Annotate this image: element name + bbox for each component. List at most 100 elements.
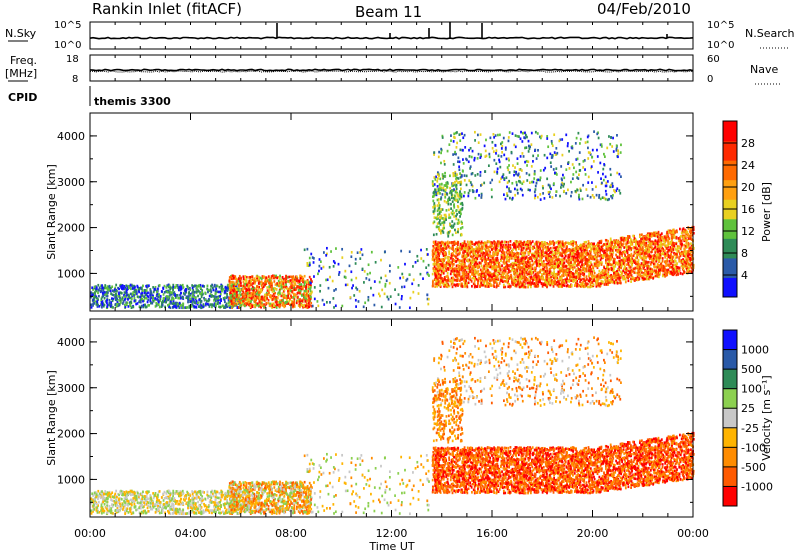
power-cell [194, 297, 197, 301]
power-cell [570, 283, 573, 287]
power-cell [250, 279, 253, 283]
power-cell [434, 243, 437, 246]
power-cell [495, 242, 498, 246]
power-cell [667, 253, 670, 257]
power-cell [388, 281, 391, 285]
power-cell [605, 268, 608, 272]
power-cell [168, 284, 171, 288]
power-cell [667, 270, 670, 274]
power-cell [604, 278, 607, 282]
power-cell [303, 283, 306, 287]
power-cell [573, 266, 576, 269]
power-cell [470, 280, 473, 283]
power-cell [589, 261, 592, 264]
power-cell [416, 254, 419, 258]
power-cell [503, 241, 506, 244]
power-cell [556, 276, 559, 280]
power-cell [614, 261, 617, 264]
power-cell [507, 248, 509, 252]
power-cell [632, 254, 635, 257]
power-cell [264, 280, 267, 284]
power-cell [225, 288, 227, 292]
power-cell [643, 239, 646, 242]
power-cell [234, 286, 237, 290]
power-cell [204, 303, 207, 307]
power-cell [595, 285, 598, 288]
power-cell [249, 304, 252, 307]
power-cell [521, 262, 524, 265]
power-cell [188, 304, 191, 308]
power-cell [442, 266, 445, 269]
power-cell [235, 295, 238, 298]
power-cell [205, 302, 207, 306]
power-cell [260, 288, 263, 292]
power-cell [449, 266, 452, 270]
power-cell [367, 263, 370, 267]
power-cell [179, 295, 182, 298]
power-cell [528, 243, 531, 247]
power-cell [282, 282, 285, 285]
power-cell [130, 287, 132, 291]
power-cell [498, 249, 501, 253]
power-cell [596, 254, 599, 258]
power-cell [633, 250, 636, 254]
power-cell [189, 288, 192, 291]
power-cell [671, 265, 673, 269]
power-cell [163, 296, 165, 300]
power-cell [584, 258, 587, 262]
power-cell [581, 271, 584, 275]
power-cell [592, 266, 595, 270]
power-cell [90, 306, 93, 309]
power-cell [523, 273, 526, 277]
power-cell [204, 298, 207, 301]
power-cell [260, 295, 263, 299]
power-cell [98, 286, 101, 290]
power-cell [178, 306, 181, 310]
power-cell [90, 295, 92, 299]
power-cell [417, 284, 420, 287]
power-cell [609, 249, 612, 252]
power-cell [172, 297, 174, 300]
power-cell [123, 298, 126, 302]
power-cell [481, 259, 484, 262]
power-cell [684, 238, 687, 242]
power-cell [655, 253, 658, 257]
power-cell [442, 278, 445, 281]
power-cell [473, 267, 476, 271]
power-cell [527, 272, 530, 276]
power-cell [241, 288, 244, 291]
power-cell [267, 301, 270, 305]
power-cell [624, 254, 627, 257]
power-cell [311, 304, 314, 308]
power-cell [645, 252, 648, 255]
power-cell [548, 270, 551, 274]
power-cell [308, 275, 311, 279]
power-cell [364, 301, 367, 305]
power-cell [149, 288, 152, 291]
power-cell [206, 302, 209, 306]
power-cell [548, 248, 551, 251]
power-cell [657, 247, 660, 250]
power-cell [180, 304, 182, 307]
power-cell [157, 295, 160, 299]
power-cell [458, 268, 461, 272]
power-cell [678, 260, 681, 263]
power-cell [248, 291, 251, 295]
power-cell [203, 296, 205, 300]
power-cell [240, 303, 243, 307]
power-cell [129, 283, 132, 287]
station-title: Rankin Inlet (fitACF) [92, 0, 242, 18]
power-cell [145, 297, 148, 300]
power-cell [435, 243, 438, 246]
power-cell [468, 253, 471, 256]
power-cell [536, 276, 539, 280]
power-cell [319, 289, 321, 293]
power-cell [450, 254, 453, 258]
power-cell [256, 302, 259, 305]
power-cell [574, 270, 577, 274]
power-cell [605, 273, 607, 277]
power-cell [517, 242, 520, 245]
power-cell [105, 291, 108, 294]
power-cell [515, 253, 517, 257]
power-cell [447, 242, 450, 245]
